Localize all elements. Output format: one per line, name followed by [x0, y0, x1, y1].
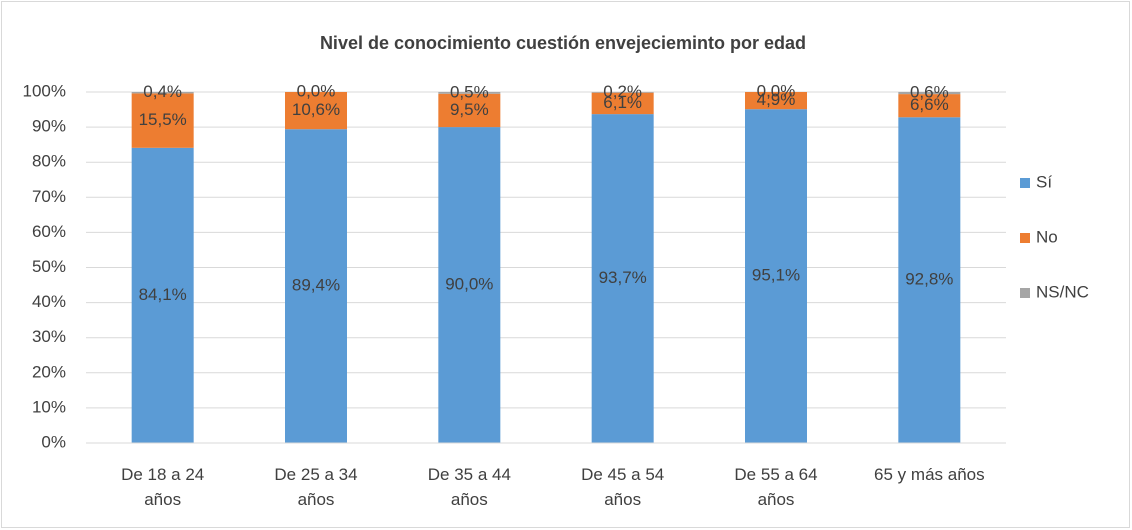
- data-label: 0,0%: [297, 81, 336, 100]
- legend-swatch: [1020, 233, 1030, 243]
- bar-segment: [898, 94, 961, 118]
- bar-segment: [438, 127, 501, 443]
- bar-segment: [745, 109, 807, 443]
- x-tick-label: De 45 a 54 años: [581, 465, 665, 509]
- data-label: 93,7%: [599, 268, 647, 287]
- bar-segment: [591, 92, 654, 115]
- x-tick-label: 65 y más años: [874, 465, 985, 484]
- data-label: 89,4%: [292, 276, 340, 295]
- legend-swatch: [1020, 178, 1030, 188]
- y-tick-label: 80%: [32, 152, 66, 171]
- data-label: 4,9%: [757, 90, 796, 109]
- data-label: 90,0%: [445, 275, 493, 294]
- x-tick-label: De 25 a 34 años: [274, 465, 358, 509]
- bar-segment: [745, 92, 807, 110]
- x-tick-label: De 55 a 64 años: [734, 465, 818, 509]
- bar-segment: [131, 147, 194, 443]
- legend-label: Sí: [1036, 172, 1052, 191]
- legend-label: No: [1036, 227, 1058, 246]
- data-label: 0,5%: [450, 82, 489, 101]
- bar-segment: [898, 92, 961, 95]
- x-tick-label: De 35 a 44 años: [427, 465, 511, 509]
- data-label: 84,1%: [139, 285, 187, 304]
- y-tick-label: 70%: [32, 187, 66, 206]
- bar-segment: [591, 92, 654, 93]
- data-label: 0,4%: [143, 82, 182, 101]
- bar-segment: [285, 129, 347, 443]
- legend-label: NS/NC: [1036, 282, 1089, 301]
- y-tick-label: 0%: [41, 432, 66, 451]
- bar-segment: [285, 92, 347, 130]
- bar-segment: [131, 92, 194, 94]
- y-tick-label: 60%: [32, 222, 66, 241]
- y-tick-label: 10%: [32, 397, 66, 416]
- y-tick-label: 30%: [32, 327, 66, 346]
- data-label: 0,6%: [910, 83, 949, 102]
- data-label: 92,8%: [905, 270, 953, 289]
- data-label: 0,0%: [757, 81, 796, 100]
- data-label: 6,1%: [603, 93, 642, 112]
- data-label: 15,5%: [139, 110, 187, 129]
- legend-swatch: [1020, 288, 1030, 298]
- bar-segment: [591, 114, 654, 443]
- bar-segment: [131, 93, 194, 148]
- bar-segment: [438, 92, 501, 94]
- data-label: 0,2%: [603, 82, 642, 101]
- data-label: 10,6%: [292, 100, 340, 119]
- y-tick-label: 50%: [32, 257, 66, 276]
- data-label: 95,1%: [752, 266, 800, 285]
- y-tick-label: 20%: [32, 362, 66, 381]
- y-tick-label: 40%: [32, 292, 66, 311]
- bar-segment: [898, 117, 961, 443]
- data-label: 9,5%: [450, 100, 489, 119]
- y-tick-label: 100%: [23, 81, 66, 100]
- x-tick-label: De 18 a 24 años: [121, 465, 205, 509]
- bar-segment: [438, 93, 501, 128]
- y-tick-label: 90%: [32, 117, 66, 136]
- data-label: 6,6%: [910, 95, 949, 114]
- chart-title: Nivel de conocimiento cuestión envejecie…: [320, 33, 806, 53]
